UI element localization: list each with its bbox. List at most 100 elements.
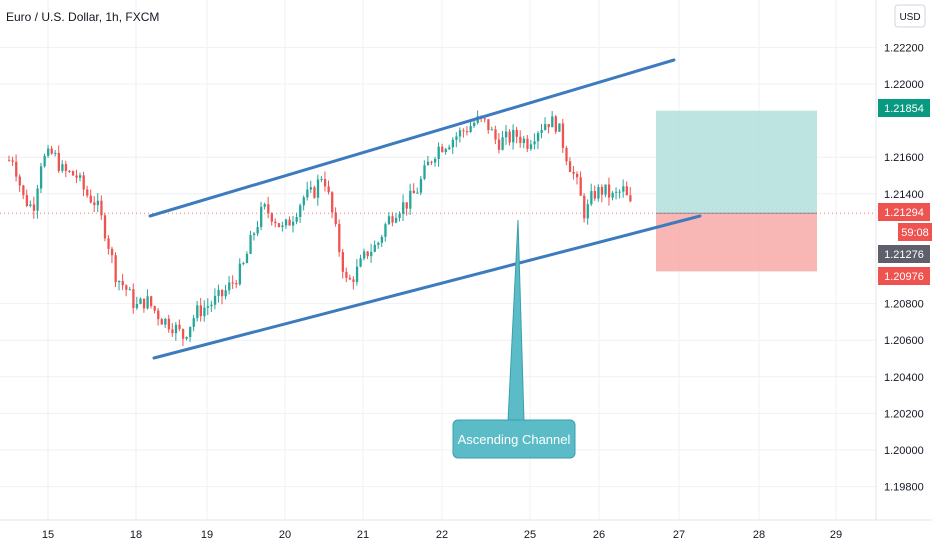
candle-up bbox=[398, 213, 401, 218]
candle-down bbox=[526, 138, 529, 149]
y-tick-label: 1.20600 bbox=[884, 335, 924, 347]
candle-down bbox=[629, 195, 632, 202]
price-tag-label: 1.21276 bbox=[884, 249, 924, 261]
candle-up bbox=[299, 205, 302, 218]
candle-down bbox=[277, 223, 281, 228]
candle-up bbox=[249, 235, 252, 254]
candle-down bbox=[100, 200, 103, 216]
candle-down bbox=[341, 252, 344, 272]
candle-up bbox=[359, 258, 362, 267]
candle-up bbox=[43, 155, 46, 167]
candle-up bbox=[256, 226, 259, 234]
candle-up bbox=[558, 123, 561, 132]
y-tick-label: 1.19800 bbox=[884, 482, 924, 494]
candle-down bbox=[231, 282, 234, 284]
candle-up bbox=[245, 253, 249, 264]
candle-up bbox=[217, 289, 220, 296]
candle-up bbox=[185, 337, 188, 339]
price-axis[interactable]: 1.22200 1.22000 1.21600 1.21400 1.20800 1.206… bbox=[884, 42, 924, 493]
candle-down bbox=[107, 238, 110, 249]
ascending-channel[interactable] bbox=[148, 58, 702, 360]
ascending-channel-callout[interactable]: Ascending Channel bbox=[452, 219, 576, 459]
candle-down bbox=[405, 202, 408, 209]
candle-up bbox=[36, 188, 39, 211]
trade-zone bbox=[0, 110, 876, 272]
candle-down bbox=[153, 306, 156, 311]
candle-up bbox=[210, 304, 213, 307]
candle-down bbox=[64, 164, 68, 171]
candle-down bbox=[515, 129, 518, 137]
x-tick-label: 21 bbox=[357, 529, 369, 541]
x-tick-label: 20 bbox=[279, 529, 291, 541]
x-tick-label: 22 bbox=[436, 529, 448, 541]
x-tick-label: 29 bbox=[830, 529, 842, 541]
candle-down bbox=[178, 324, 181, 330]
candle-up bbox=[192, 318, 195, 327]
currency-button[interactable]: USD bbox=[894, 4, 926, 28]
candle-down bbox=[593, 191, 597, 199]
time-axis[interactable]: 15 18 19 20 21 22 25 26 27 28 29 bbox=[42, 529, 842, 541]
candle-down bbox=[171, 329, 174, 334]
candle-up bbox=[228, 282, 231, 291]
candle-down bbox=[366, 251, 369, 257]
candle-down bbox=[75, 175, 78, 178]
candle-up bbox=[355, 266, 359, 282]
candle-down bbox=[327, 186, 330, 193]
channel-lower-line bbox=[152, 214, 702, 360]
candle-up bbox=[540, 129, 543, 134]
candle-up bbox=[380, 236, 384, 243]
candle-down bbox=[441, 146, 444, 153]
candle-up bbox=[295, 217, 298, 222]
x-tick-label: 15 bbox=[42, 529, 54, 541]
candle-up bbox=[196, 305, 199, 319]
candle-down bbox=[465, 131, 469, 133]
candle-up bbox=[306, 189, 309, 198]
candle-up bbox=[473, 122, 476, 127]
candle-down bbox=[313, 187, 316, 198]
candle-down bbox=[160, 319, 163, 325]
target-zone bbox=[656, 110, 817, 214]
candle-down bbox=[132, 289, 135, 308]
candle-up bbox=[529, 144, 533, 149]
candle-down bbox=[18, 176, 21, 186]
candle-down bbox=[334, 212, 337, 224]
candle-down bbox=[430, 161, 433, 163]
candle-up bbox=[551, 116, 554, 128]
candle-down bbox=[11, 160, 14, 162]
candle-up bbox=[434, 159, 437, 163]
candle-down bbox=[57, 152, 60, 171]
price-tag-label: 1.20976 bbox=[884, 271, 924, 283]
candle-up bbox=[263, 204, 266, 207]
candle-up bbox=[586, 204, 589, 219]
candle-down bbox=[68, 170, 71, 172]
candle-down bbox=[554, 116, 557, 132]
candle-up bbox=[213, 295, 217, 305]
candle-up bbox=[174, 324, 178, 334]
candle-up bbox=[363, 251, 366, 259]
candle-up bbox=[238, 263, 242, 285]
y-tick-label: 1.22000 bbox=[884, 79, 924, 91]
chart-grid bbox=[0, 0, 876, 520]
candle-down bbox=[199, 305, 202, 317]
x-tick-label: 28 bbox=[753, 529, 765, 541]
candle-down bbox=[600, 186, 604, 195]
candle-down bbox=[32, 204, 36, 211]
candle-up bbox=[118, 281, 121, 283]
y-tick-label: 1.20400 bbox=[884, 372, 924, 384]
candle-up bbox=[455, 136, 458, 140]
candle-down bbox=[274, 221, 277, 224]
price-tag-bg bbox=[898, 223, 932, 241]
candle-up bbox=[309, 187, 313, 190]
candle-down bbox=[412, 190, 415, 194]
candle-down bbox=[22, 185, 25, 196]
candle-up bbox=[423, 165, 426, 179]
price-tags: 1.21854 1.21294 59:08 1.21276 1.20976 bbox=[878, 99, 932, 285]
candle-up bbox=[252, 233, 256, 236]
callout-box bbox=[452, 419, 576, 459]
candle-up bbox=[370, 251, 373, 257]
candle-up bbox=[597, 186, 600, 199]
candle-up bbox=[79, 175, 82, 178]
candle-down bbox=[150, 296, 153, 307]
candle-down bbox=[270, 213, 273, 222]
